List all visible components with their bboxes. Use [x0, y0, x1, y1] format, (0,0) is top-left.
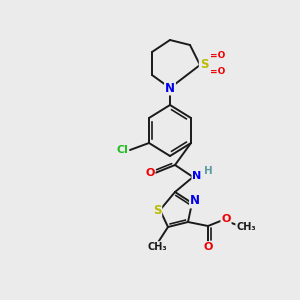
Text: N: N [165, 82, 175, 94]
Text: O: O [221, 214, 231, 224]
Text: O: O [203, 242, 213, 252]
Text: S: S [200, 58, 208, 70]
Text: H: H [204, 166, 212, 176]
Text: O: O [145, 168, 155, 178]
Text: =O: =O [210, 67, 226, 76]
Text: N: N [190, 194, 200, 208]
Text: Cl: Cl [116, 145, 128, 155]
Text: =O: =O [210, 50, 226, 59]
Text: CH₃: CH₃ [147, 242, 167, 252]
Text: N: N [192, 171, 202, 181]
Text: CH₃: CH₃ [236, 222, 256, 232]
Text: S: S [153, 203, 161, 217]
